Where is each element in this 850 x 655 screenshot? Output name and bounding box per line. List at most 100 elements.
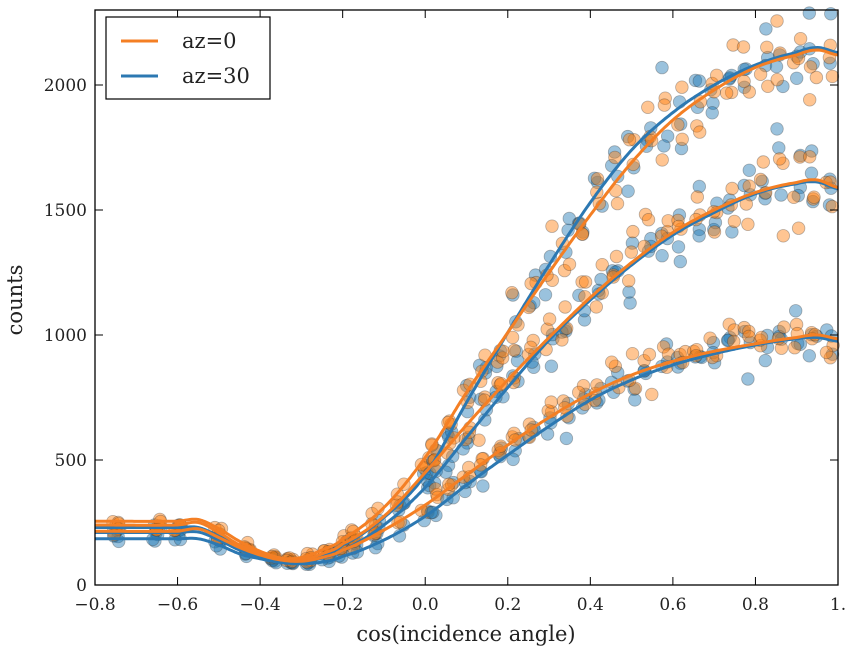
scatter-point-az0-mid	[609, 249, 624, 264]
scatter-point-az30-mid	[577, 313, 592, 327]
scatter-point-az0-low	[605, 355, 619, 369]
legend-label-az30: az=30	[182, 64, 250, 88]
scatter-point-az30-mid	[673, 254, 688, 269]
scatter-point-az30-mid	[644, 231, 658, 246]
scatter-point-az0-high	[658, 91, 672, 105]
x-tick-label: 0.4	[577, 595, 604, 615]
scatter-point-az30-high	[776, 79, 790, 94]
scatter-point-az30-high	[823, 56, 837, 71]
scatter-point-az30-high	[657, 139, 671, 153]
scatter-point-az30-mid	[692, 179, 707, 194]
scatter-point-az30-low	[737, 324, 752, 339]
tick-labels: −0.8 −0.6 −0.4 −0.2 0.0 0.2 0.4 0.6 0.8 1. 0 500 100…	[44, 76, 846, 615]
scatter-point-az30-low	[802, 349, 817, 363]
scatter-point-az30-high	[806, 57, 820, 71]
scatter-point-az0-mid	[493, 378, 507, 392]
scatter-point-az0-low	[637, 354, 651, 368]
scatter-point-az30-mid	[791, 188, 805, 203]
scatter-point-az30-mid	[708, 215, 723, 230]
scatter-point-az30-high	[790, 71, 804, 86]
scatter-point-az30-mid	[422, 478, 437, 493]
x-tick-label: −0.2	[322, 595, 363, 615]
scatter-point-az30-high	[705, 106, 719, 120]
scatter-point-az30-low	[506, 452, 520, 467]
scatter-point-az0-low	[703, 331, 717, 345]
scatter-point-az30-high	[562, 211, 577, 226]
scatter-point-az30-mid	[737, 178, 751, 193]
scatter-point-az0-high	[719, 86, 734, 100]
scatter-point-az0-mid	[791, 221, 806, 235]
scatter-point-az0-mid	[776, 229, 791, 243]
scatter-point-az30-mid	[544, 359, 559, 373]
scatter-point-az0-low	[722, 317, 736, 332]
scatter-point-az0-high	[760, 40, 774, 55]
scatter-point-az0-high	[655, 153, 669, 167]
scatter-point-az0-mid	[626, 224, 640, 239]
fit-line-az0-high	[95, 48, 839, 561]
scatter-point-az30-high	[607, 145, 622, 159]
scatter-point-az0-high	[690, 119, 704, 133]
scatter-point-az0-high	[770, 72, 784, 87]
scatter-point-az30-mid	[692, 222, 707, 237]
scatter-point-az0-mid	[542, 312, 557, 326]
scatter-point-az30-mid	[655, 248, 669, 263]
scatter-point-az30-high	[706, 96, 720, 110]
scatter-point-az0-mid	[638, 207, 653, 222]
scatter-point-az30-high	[802, 6, 817, 20]
scatter-point-az0-mid	[624, 245, 639, 259]
scatter-point-az0-mid	[555, 333, 569, 347]
scatter-point-az30-high	[621, 184, 635, 198]
scatter-point-az0-high	[825, 69, 840, 84]
scatter-point-az0-mid	[742, 179, 756, 193]
scatter-point-az30-mid	[496, 390, 510, 404]
scatter-point-az0-high	[736, 40, 751, 54]
scatter-point-az30-mid	[725, 225, 739, 239]
scatter-point-az30-high	[661, 129, 675, 143]
scatter-point-az30-low	[628, 393, 642, 407]
y-tick-label: 1000	[44, 326, 87, 346]
scatter-point-az0-high	[793, 32, 808, 46]
scatter-point-az30-high	[759, 22, 773, 36]
scatter-point-az30-mid	[822, 198, 837, 212]
scatter-point-az0-low	[742, 329, 756, 344]
scatter-point-az30-low	[659, 337, 674, 351]
scatter-point-az0-high	[641, 100, 655, 115]
scatter-point-az0-high	[809, 70, 824, 85]
scatter-point-az30-mid	[772, 141, 786, 155]
scatter-point-az30-high	[737, 80, 752, 95]
scatter-point-az0-high	[562, 257, 577, 272]
scatter-point-az0-mid	[661, 214, 675, 228]
scatter-point-az0-low	[789, 317, 804, 332]
scatter-point-az0-mid	[803, 150, 817, 164]
scatter-point-az30-high	[506, 288, 520, 302]
legend-box	[105, 16, 271, 100]
scatter-point-az30-low	[721, 333, 736, 347]
scatter-point-az30-high	[587, 171, 602, 186]
y-tick-label: 500	[55, 451, 87, 471]
scatter-point-az30-mid	[692, 229, 706, 243]
scatter-point-az0-low	[823, 351, 838, 365]
scatter-point-az30-high	[509, 344, 523, 358]
scatter-point-az0-high	[761, 79, 775, 94]
scatter-point-az0-high	[724, 85, 739, 100]
scatter-point-az0-high	[742, 85, 757, 99]
scatter-point-az0-high	[770, 14, 784, 28]
scatter-point-az30-mid	[770, 122, 784, 136]
scatter-point-az30-high	[674, 141, 689, 156]
scatter-point-az0-mid	[641, 212, 656, 227]
x-tick-label: 0.2	[494, 595, 521, 615]
scatter-point-az0-mid	[526, 333, 540, 348]
scatter-point-az30-mid	[793, 148, 808, 163]
scatter-point-az0-low	[645, 387, 659, 402]
scatter-point-az0-mid	[787, 190, 801, 205]
scatter-point-az0-high	[608, 150, 622, 165]
scatter-point-az0-high	[675, 132, 689, 147]
scatter-point-az0-mid	[671, 213, 685, 228]
scatter-point-az0-high	[496, 351, 510, 365]
x-tick-label: −0.4	[239, 595, 280, 615]
scatter-point-az0-high	[803, 93, 817, 107]
scatter-point-az0-mid	[741, 217, 755, 232]
scatter-point-az0-high	[622, 132, 637, 147]
